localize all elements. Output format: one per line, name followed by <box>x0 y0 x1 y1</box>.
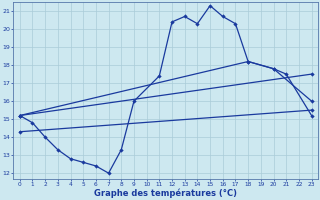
X-axis label: Graphe des températures (°C): Graphe des températures (°C) <box>94 188 237 198</box>
